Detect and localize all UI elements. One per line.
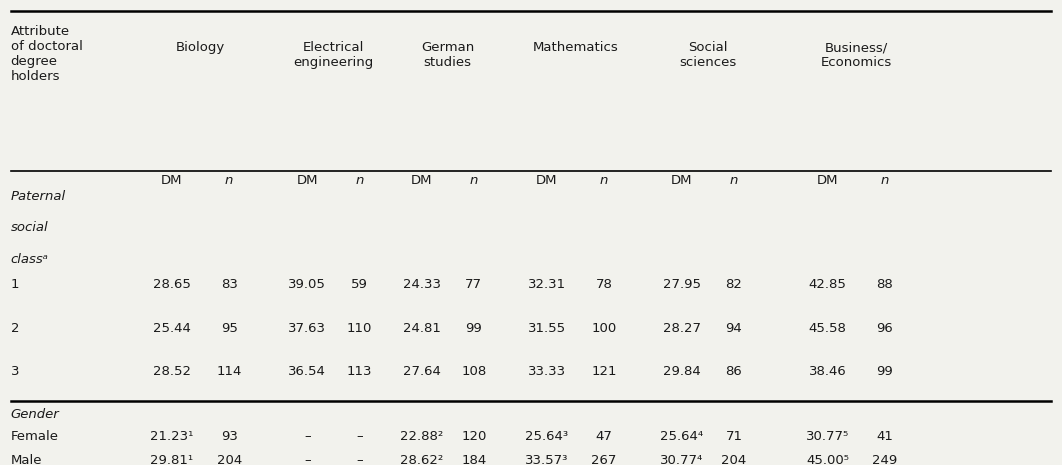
Text: 71: 71	[725, 430, 742, 443]
Text: DM: DM	[817, 173, 838, 186]
Text: 27.95: 27.95	[663, 279, 701, 292]
Text: DM: DM	[161, 173, 183, 186]
Text: 24.81: 24.81	[402, 322, 441, 335]
Text: Gender: Gender	[11, 408, 59, 421]
Text: 95: 95	[221, 322, 238, 335]
Text: –: –	[356, 430, 362, 443]
Text: social: social	[11, 221, 48, 234]
Text: 83: 83	[221, 279, 238, 292]
Text: Social
sciences: Social sciences	[680, 41, 737, 69]
Text: 82: 82	[725, 279, 742, 292]
Text: 33.57³: 33.57³	[525, 454, 568, 465]
Text: 114: 114	[217, 365, 242, 378]
Text: 184: 184	[461, 454, 486, 465]
Text: 25.64³: 25.64³	[525, 430, 568, 443]
Text: Female: Female	[11, 430, 58, 443]
Text: 88: 88	[876, 279, 893, 292]
Text: Male: Male	[11, 454, 42, 465]
Text: 94: 94	[725, 322, 742, 335]
Text: 47: 47	[596, 430, 613, 443]
Text: 204: 204	[217, 454, 242, 465]
Text: 42.85: 42.85	[808, 279, 846, 292]
Text: n: n	[600, 173, 609, 186]
Text: –: –	[304, 430, 310, 443]
Text: 113: 113	[346, 365, 372, 378]
Text: 99: 99	[465, 322, 482, 335]
Text: 120: 120	[461, 430, 486, 443]
Text: 100: 100	[592, 322, 616, 335]
Text: n: n	[225, 173, 234, 186]
Text: 30.77⁴: 30.77⁴	[661, 454, 703, 465]
Text: 36.54: 36.54	[288, 365, 326, 378]
Text: 45.58: 45.58	[808, 322, 846, 335]
Text: 93: 93	[221, 430, 238, 443]
Text: 33.33: 33.33	[528, 365, 566, 378]
Text: 2: 2	[11, 322, 19, 335]
Text: 267: 267	[592, 454, 617, 465]
Text: 28.52: 28.52	[153, 365, 191, 378]
Text: DM: DM	[411, 173, 432, 186]
Text: Attribute
of doctoral
degree
holders: Attribute of doctoral degree holders	[11, 25, 83, 83]
Text: 3: 3	[11, 365, 19, 378]
Text: 29.81¹: 29.81¹	[151, 454, 193, 465]
Text: Mathematics: Mathematics	[532, 41, 618, 54]
Text: Biology: Biology	[176, 41, 225, 54]
Text: 30.77⁵: 30.77⁵	[806, 430, 850, 443]
Text: 41: 41	[876, 430, 893, 443]
Text: –: –	[356, 454, 362, 465]
Text: 31.55: 31.55	[528, 322, 566, 335]
Text: 204: 204	[721, 454, 747, 465]
Text: 32.31: 32.31	[528, 279, 566, 292]
Text: 39.05: 39.05	[288, 279, 326, 292]
Text: Paternal: Paternal	[11, 190, 66, 203]
Text: DM: DM	[671, 173, 692, 186]
Text: 28.27: 28.27	[663, 322, 701, 335]
Text: 24.33: 24.33	[402, 279, 441, 292]
Text: 110: 110	[346, 322, 372, 335]
Text: 45.00⁵: 45.00⁵	[806, 454, 850, 465]
Text: 25.44: 25.44	[153, 322, 191, 335]
Text: 38.46: 38.46	[809, 365, 846, 378]
Text: 21.23¹: 21.23¹	[150, 430, 193, 443]
Text: 77: 77	[465, 279, 482, 292]
Text: 78: 78	[596, 279, 613, 292]
Text: n: n	[355, 173, 363, 186]
Text: DM: DM	[536, 173, 558, 186]
Text: 96: 96	[876, 322, 893, 335]
Text: 27.64: 27.64	[402, 365, 441, 378]
Text: Business/
Economics: Business/ Economics	[821, 41, 892, 69]
Text: 25.64⁴: 25.64⁴	[661, 430, 703, 443]
Text: Electrical
engineering: Electrical engineering	[293, 41, 374, 69]
Text: 29.84: 29.84	[663, 365, 701, 378]
Text: 86: 86	[725, 365, 742, 378]
Text: 37.63: 37.63	[288, 322, 326, 335]
Text: 28.62²: 28.62²	[400, 454, 443, 465]
Text: 22.88²: 22.88²	[400, 430, 443, 443]
Text: 1: 1	[11, 279, 19, 292]
Text: n: n	[469, 173, 478, 186]
Text: 59: 59	[350, 279, 367, 292]
Text: 99: 99	[876, 365, 893, 378]
Text: n: n	[730, 173, 738, 186]
Text: 249: 249	[872, 454, 897, 465]
Text: 108: 108	[461, 365, 486, 378]
Text: German
studies: German studies	[422, 41, 475, 69]
Text: 121: 121	[592, 365, 617, 378]
Text: classᵃ: classᵃ	[11, 253, 49, 266]
Text: 28.65: 28.65	[153, 279, 191, 292]
Text: DM: DM	[296, 173, 318, 186]
Text: n: n	[880, 173, 889, 186]
Text: –: –	[304, 454, 310, 465]
